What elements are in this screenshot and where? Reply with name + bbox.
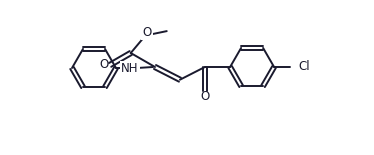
Text: O: O [200, 90, 209, 103]
Text: O: O [142, 26, 152, 39]
Text: NH: NH [121, 62, 139, 75]
Text: Cl: Cl [298, 60, 310, 73]
Text: O: O [99, 58, 109, 71]
